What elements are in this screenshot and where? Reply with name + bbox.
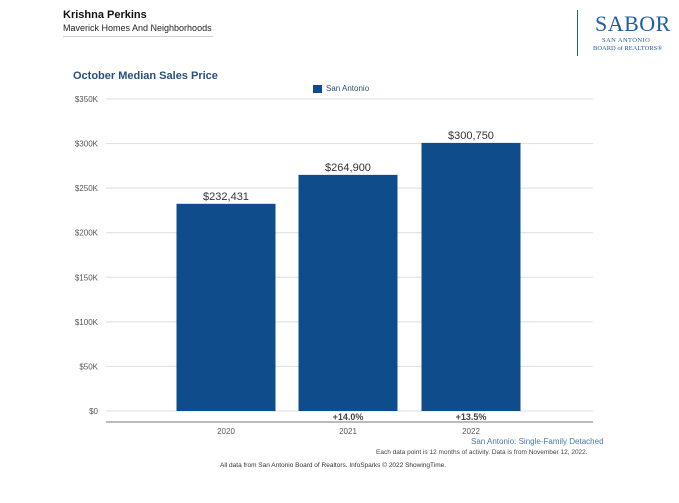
y-tick-label: $150K: [75, 273, 99, 282]
x-tick-label: 2020: [217, 427, 235, 436]
chart-title: October Median Sales Price: [73, 70, 218, 82]
bar: [298, 174, 398, 411]
legend-label: San Antonio: [326, 84, 370, 93]
y-tick-label: $350K: [75, 95, 99, 104]
bar: [176, 203, 276, 411]
agent-name: Krishna Perkins: [63, 9, 147, 21]
header-divider: [63, 36, 213, 37]
series-note: San Antonio: Single-Family Detached: [471, 437, 604, 446]
chart-legend: San Antonio: [313, 84, 369, 93]
x-tick-label: 2022: [462, 427, 480, 436]
sabor-logo: SABOR SAN ANTONIO BOARD of REALTORS®: [577, 8, 672, 56]
logo-wordmark: SABOR: [595, 11, 671, 36]
y-tick-label: $100K: [75, 318, 99, 327]
agent-company: Maverick Homes And Neighborhoods: [63, 23, 212, 33]
source-note: All data from San Antonio Board of Realt…: [220, 462, 447, 469]
data-note: Each data point is 12 months of activity…: [376, 449, 588, 456]
logo-divider: [577, 10, 578, 56]
logo-subtitle-2: BOARD of REALTORS®: [593, 45, 663, 52]
bar-value-label: $300,750: [448, 130, 494, 142]
bar-value-label: $232,431: [203, 191, 249, 203]
bar-value-label: $264,900: [325, 162, 371, 174]
x-tick-label: 2021: [339, 427, 357, 436]
y-tick-label: $0: [89, 407, 98, 416]
y-tick-label: $50K: [79, 362, 98, 371]
change-label: +13.5%: [456, 412, 487, 422]
y-tick-label: $250K: [75, 184, 99, 193]
bar: [421, 142, 521, 411]
logo-subtitle-1: SAN ANTONIO: [602, 37, 651, 44]
change-label: +14.0%: [333, 412, 364, 422]
y-tick-label: $300K: [75, 140, 99, 149]
y-tick-label: $200K: [75, 229, 99, 238]
legend-swatch: [313, 84, 322, 93]
